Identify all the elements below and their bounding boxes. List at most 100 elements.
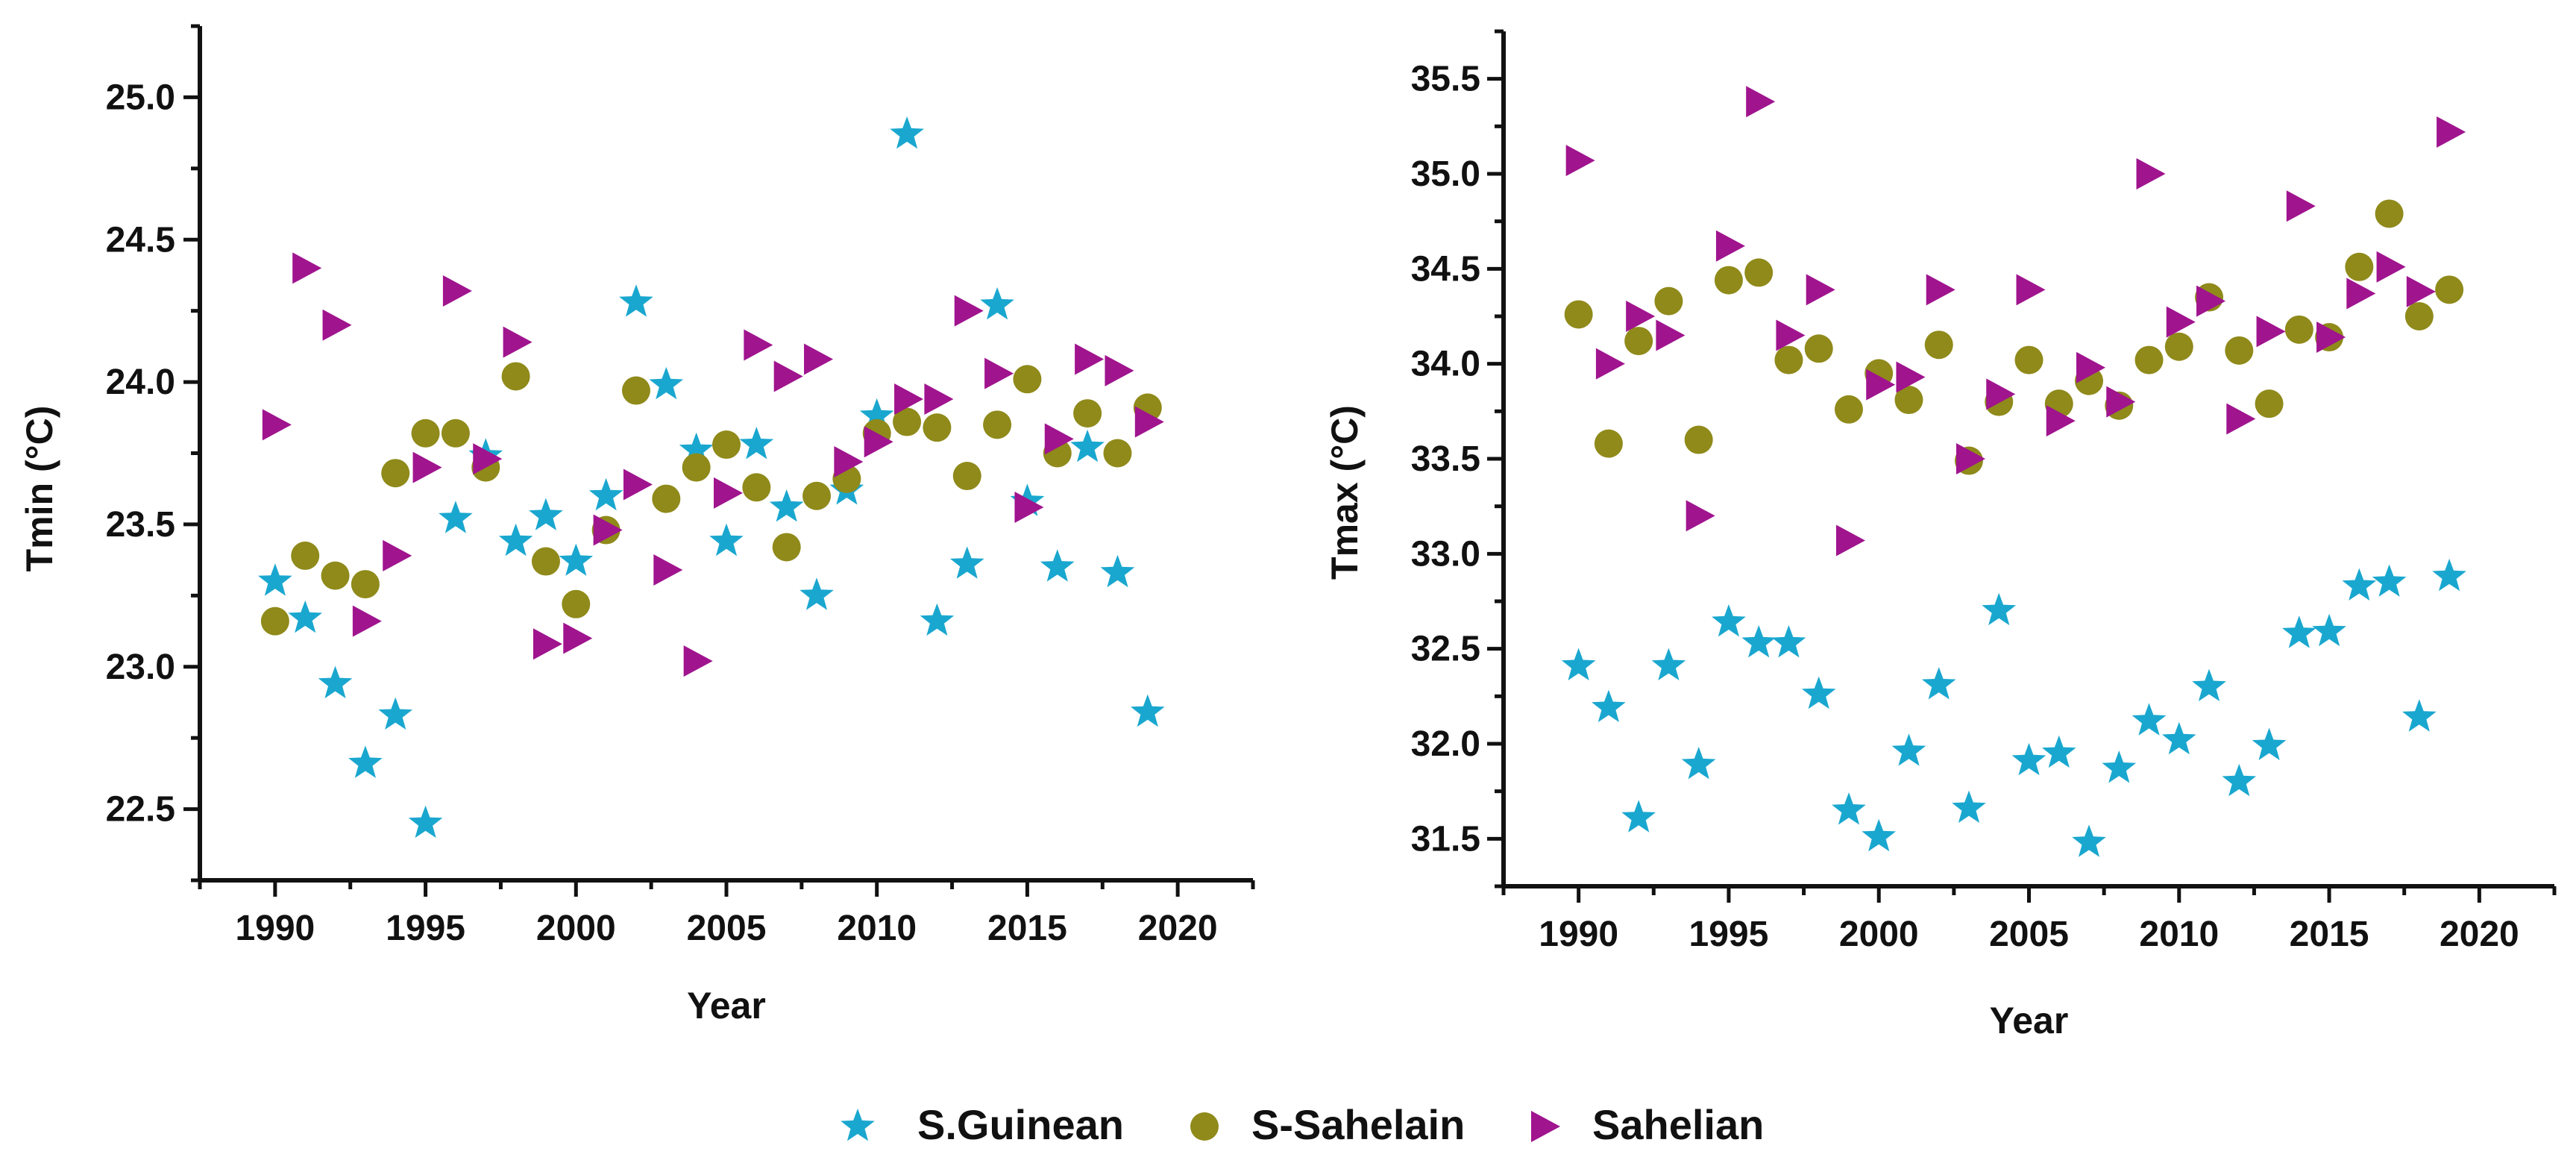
point-sahelian <box>2196 285 2226 317</box>
point-ssahelain <box>1073 399 1102 428</box>
point-ssahelain <box>2345 252 2374 281</box>
point-sguinean <box>1801 676 1836 709</box>
point-sguinean <box>1712 604 1746 637</box>
point-sguinean <box>1131 694 1165 727</box>
point-ssahelain <box>381 459 410 488</box>
point-ssahelain <box>441 419 470 448</box>
point-sguinean <box>2222 763 2257 797</box>
y-tick-label: 35.0 <box>1411 154 1480 194</box>
point-sahelian <box>292 252 322 284</box>
point-sguinean <box>859 398 894 431</box>
point-sguinean <box>769 489 804 522</box>
point-sahelian <box>322 309 352 341</box>
point-sguinean <box>980 287 1014 320</box>
point-sguinean <box>2132 703 2167 736</box>
point-sguinean <box>378 697 413 730</box>
point-sahelian <box>442 275 472 307</box>
tmax-chart: 31.5 32.0 32.5 33.0 33.5 34.0 34.5 35.0 35.5 1990… <box>1324 29 2557 1041</box>
point-sahelian <box>954 295 984 327</box>
y-tick-label: 23.0 <box>106 648 175 687</box>
x-tick-label: 2010 <box>2139 915 2219 954</box>
y-tick-label: 33.5 <box>1411 439 1480 479</box>
point-sahelian <box>1656 319 1686 351</box>
y-tick-label: 23.5 <box>106 505 175 545</box>
legend-symbol-ssahelain <box>1190 1112 1219 1141</box>
point-sahelian <box>1686 500 1715 532</box>
point-sguinean <box>2372 564 2407 597</box>
point-sahelian <box>653 554 683 586</box>
point-sahelian <box>2076 351 2106 383</box>
point-sahelian <box>1075 343 1105 375</box>
point-sahelian <box>1595 348 1625 380</box>
point-sguinean <box>2041 735 2076 768</box>
point-sahelian <box>924 383 954 415</box>
point-sahelian <box>1955 443 1985 474</box>
point-sguinean <box>2072 824 2106 857</box>
x-tick-label: 1995 <box>386 909 465 948</box>
point-sahelian <box>834 445 864 477</box>
point-sguinean <box>1040 549 1075 582</box>
y-axis-title: Tmin (°C) <box>19 406 60 572</box>
point-ssahelain <box>351 570 380 599</box>
point-sguinean <box>1681 747 1716 780</box>
x-tick-label: 1990 <box>1539 915 1618 954</box>
y-tick-label: 32.0 <box>1411 724 1480 764</box>
point-ssahelain <box>1564 300 1593 329</box>
point-ssahelain <box>1714 266 1743 295</box>
point-sguinean <box>318 665 353 699</box>
y-tick-label: 32.5 <box>1411 630 1480 669</box>
x-tick-label: 2000 <box>536 909 616 948</box>
point-sahelian <box>714 477 743 509</box>
point-ssahelain <box>2404 302 2434 330</box>
point-sahelian <box>1715 230 1745 262</box>
point-sguinean <box>2342 568 2377 601</box>
point-sguinean <box>649 366 684 400</box>
point-sguinean <box>1561 648 1596 680</box>
point-sahelian <box>984 357 1014 389</box>
legend-marker-sguinean <box>841 1109 875 1141</box>
series-sahelian <box>262 252 1164 677</box>
point-sahelian <box>2046 405 2076 437</box>
point-sguinean <box>258 563 292 596</box>
point-sguinean <box>2011 742 2046 776</box>
point-ssahelain <box>411 419 440 448</box>
point-sahelian <box>804 343 834 375</box>
x-tick-label: 2020 <box>1138 909 1218 948</box>
x-tick-label: 1990 <box>235 909 315 948</box>
point-sahelian <box>2106 386 2136 418</box>
point-sguinean <box>1070 429 1105 463</box>
y-tick-label: 22.5 <box>106 790 175 830</box>
point-ssahelain <box>1834 395 1863 424</box>
x-tick-label: 2005 <box>687 909 767 948</box>
point-sguinean <box>1741 625 1776 658</box>
point-sguinean <box>1771 625 1806 658</box>
point-sahelian <box>1896 361 1926 393</box>
point-sahelian <box>352 605 382 637</box>
point-sguinean <box>348 745 383 778</box>
point-sguinean <box>2252 727 2287 760</box>
x-tick-label: 2005 <box>1989 915 2069 954</box>
point-sahelian <box>563 622 593 654</box>
point-ssahelain <box>1774 345 1803 374</box>
point-sahelian <box>2376 251 2406 283</box>
point-sahelian <box>894 383 924 415</box>
point-sahelian <box>2316 322 2346 354</box>
point-ssahelain <box>260 607 289 636</box>
point-ssahelain <box>983 410 1012 439</box>
point-sguinean <box>498 523 533 557</box>
point-sahelian <box>2166 306 2196 338</box>
x-axis-title: Year <box>1990 1000 2069 1041</box>
point-sguinean <box>1921 667 1956 700</box>
point-sguinean <box>1832 792 1866 825</box>
x-tick-label: 1995 <box>1689 915 1769 954</box>
point-sguinean <box>1592 689 1626 722</box>
point-ssahelain <box>2435 275 2464 304</box>
point-ssahelain <box>321 561 350 590</box>
point-ssahelain <box>2134 345 2164 374</box>
point-sahelian <box>623 468 653 501</box>
point-sahelian <box>1134 406 1164 438</box>
point-sguinean <box>1891 733 1926 766</box>
point-ssahelain <box>2164 332 2193 361</box>
point-sahelian <box>773 360 803 392</box>
legend-symbol-sguinean <box>841 1109 875 1141</box>
